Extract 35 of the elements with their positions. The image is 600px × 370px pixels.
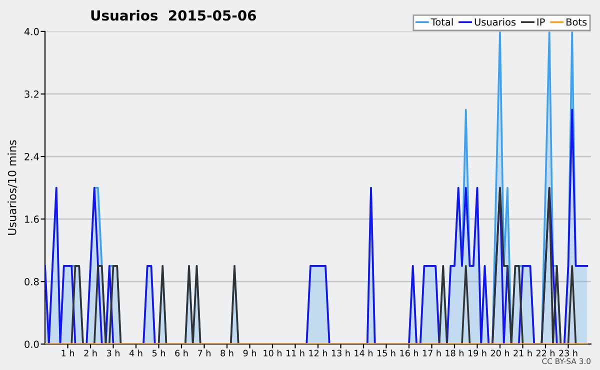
x-tick-label: 5 h [152,350,165,356]
x-tick-label: 18 h [446,350,464,356]
y-tick-label: 0.8 [24,278,39,286]
x-tick-label: 23 h [559,350,578,356]
y-tick-label: 3.2 [24,90,38,98]
legend-label: Total [430,18,453,26]
x-tick-label: 8 h [220,350,234,356]
y-tick-label: 0.0 [24,340,39,348]
legend-label: Bots [566,18,587,26]
x-tick-label: 19 h [468,350,486,356]
x-tick-label: 9 h [243,350,256,356]
y-tick-label: 2.4 [24,152,39,160]
y-tick-label: 1.6 [25,216,39,223]
y-axis-title: Usuarios/10 mins [8,140,18,235]
chart-title: Usuarios 2015-05-06 [91,10,256,21]
x-tick-label: 4 h [129,350,142,356]
x-tick-label: 12 h [309,350,327,356]
x-tick-label: 21 h [514,350,532,356]
x-tick-label: 10 h [264,350,282,356]
y-tick-label: 4.0 [24,28,39,36]
x-tick-label: 22 h [536,350,554,356]
legend-label: IP [537,18,545,26]
x-tick-label: 6 h [175,350,188,356]
x-tick-label: 2 h [84,350,97,356]
x-tick-label: 20 h [490,350,509,356]
x-tick-label: 13 h [332,350,350,356]
x-tick-label: 7 h [198,350,210,356]
x-tick-label: 15 h [377,350,396,356]
legend-label: Usuarios [474,18,516,26]
x-tick-label: 14 h [354,350,372,356]
x-tick-label: 3 h [106,350,120,356]
x-tick-label: 1 h [62,350,74,356]
x-tick-label: 11 h [286,350,304,356]
x-tick-label: 17 h [422,350,441,356]
x-tick-label: 16 h [400,350,418,356]
